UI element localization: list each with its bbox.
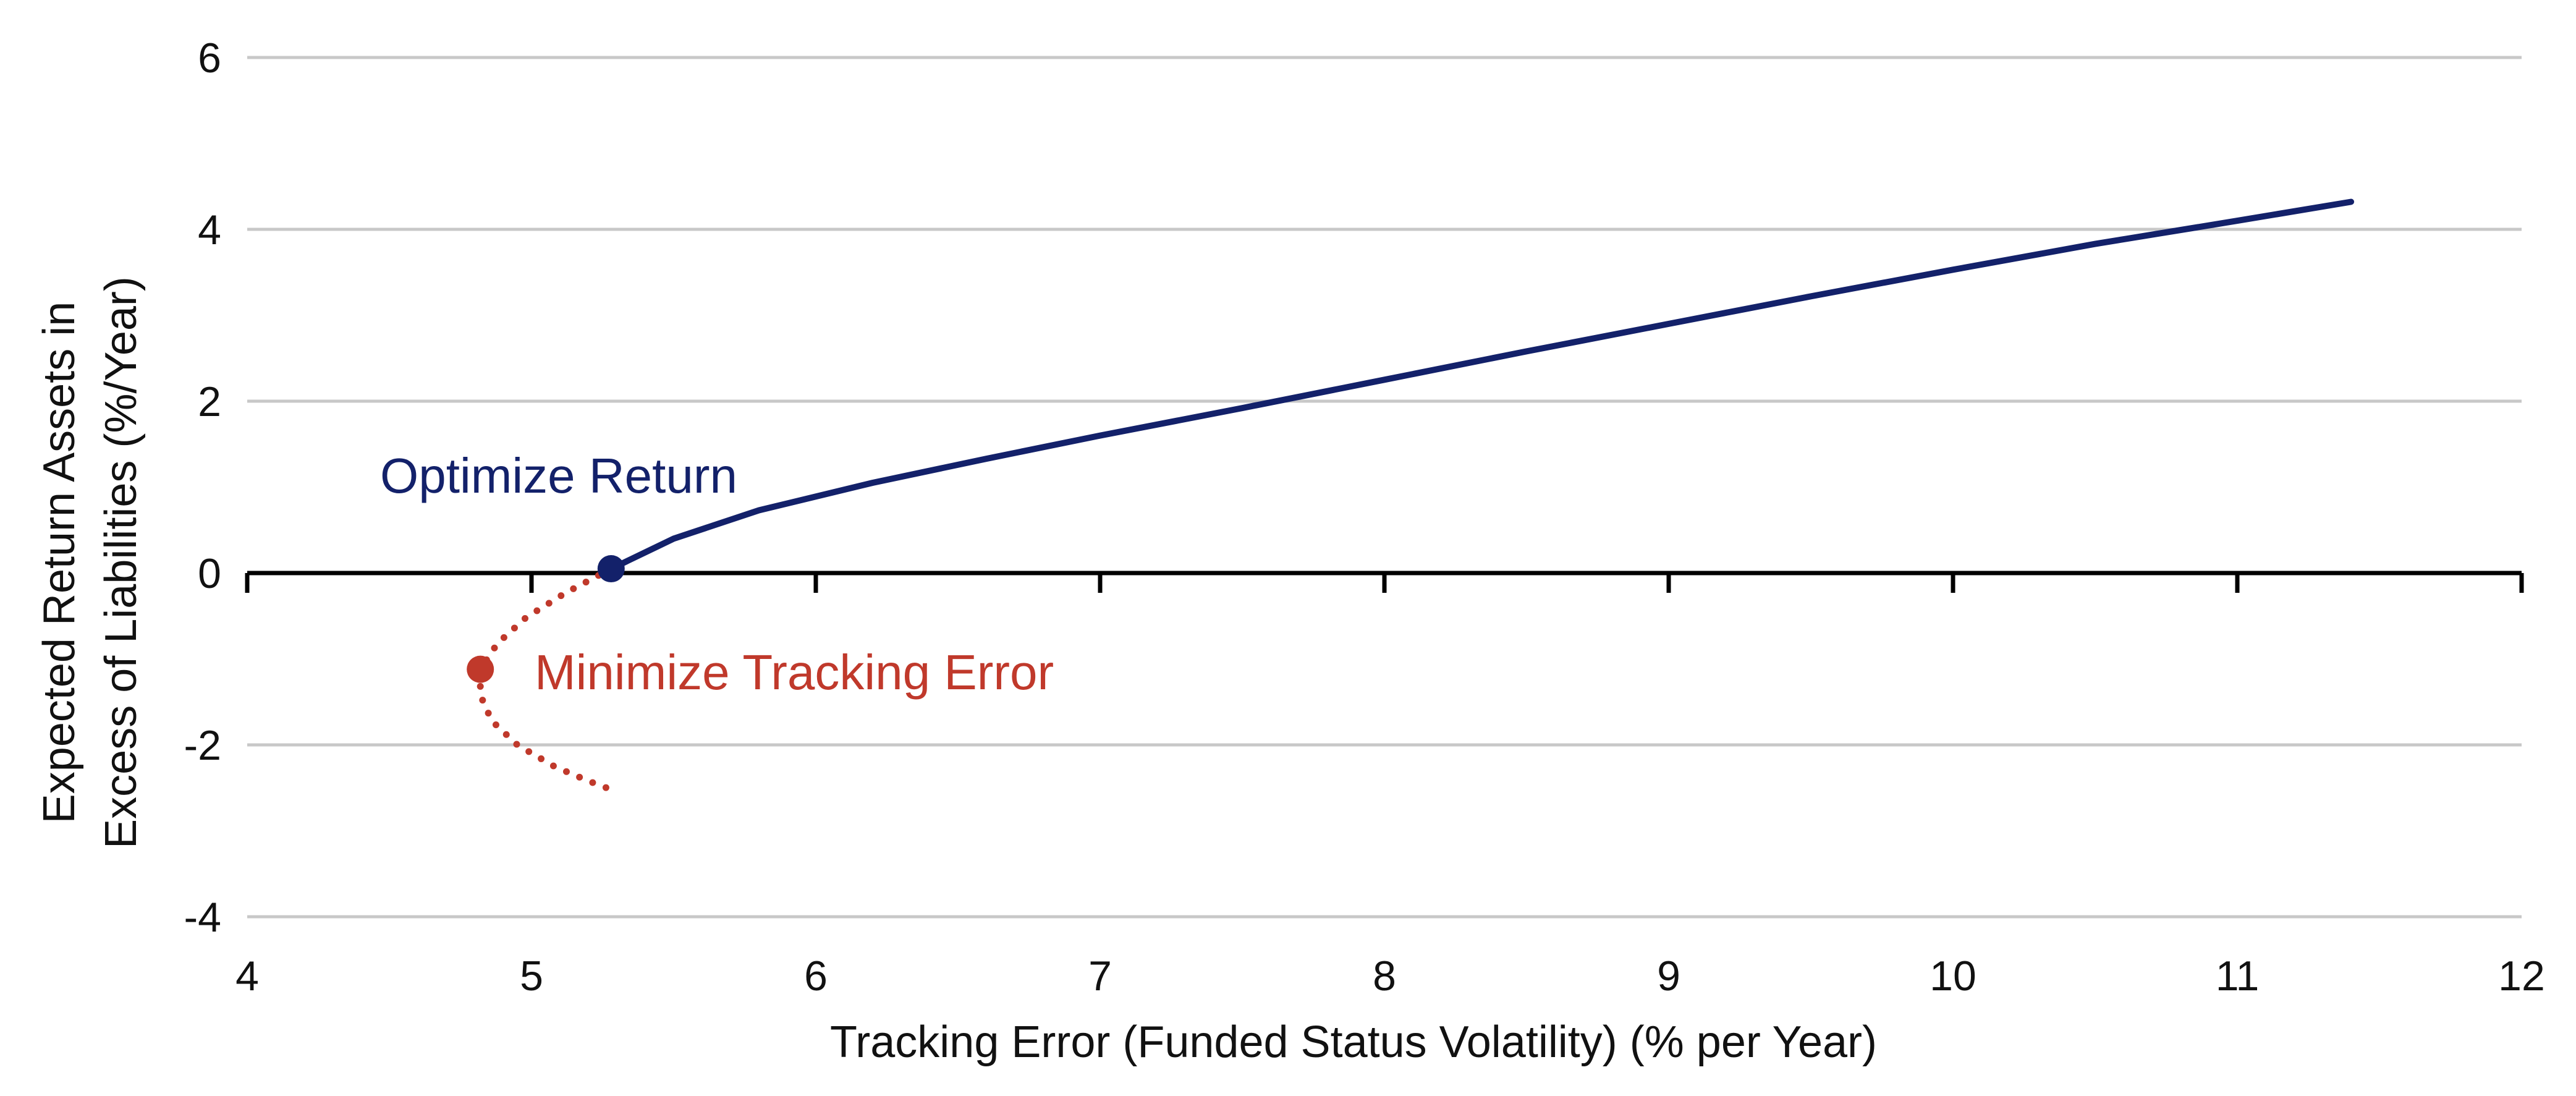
minimize-tracking-error-series [477,565,615,793]
y-tick-label: 4 [198,206,221,253]
minimize-tracking-error-label: Minimize Tracking Error [535,645,1054,700]
x-tick-label: 5 [520,953,543,1000]
y-tick-label: -4 [184,894,221,941]
y-tick-label: -2 [184,722,221,769]
y-axis-title-line-2: Excess of Liabilities (%/Year) [96,276,146,849]
axes: 6 4 2 0 -2 -4 4 5 6 7 8 9 10 11 12 [184,35,2545,1000]
x-tick-label: 12 [2498,953,2545,1000]
x-tick-label: 8 [1373,953,1396,1000]
x-tick-label: 9 [1657,953,1680,1000]
gridlines [247,56,2522,919]
optimize-return-label: Optimize Return [380,448,737,503]
y-tick-label: 0 [198,550,221,597]
y-tick-label: 6 [198,35,221,82]
x-tick-label: 6 [804,953,828,1000]
y-tick-label: 2 [198,378,221,425]
x-tick-label: 7 [1088,953,1112,1000]
x-tick-label: 10 [1930,953,1976,1000]
series [477,198,2354,793]
points [467,555,625,683]
x-tick-label: 4 [235,953,259,1000]
y-axis-title-line-1: Expected Return Assets in [35,302,84,823]
optimize-return-series [608,198,2354,572]
x-axis-title: Tracking Error (Funded Status Volatility… [830,1017,1877,1067]
x-tick-label: 11 [2216,953,2260,1000]
optimize-return-point [597,555,625,583]
minimize-tracking-error-point [467,655,494,683]
